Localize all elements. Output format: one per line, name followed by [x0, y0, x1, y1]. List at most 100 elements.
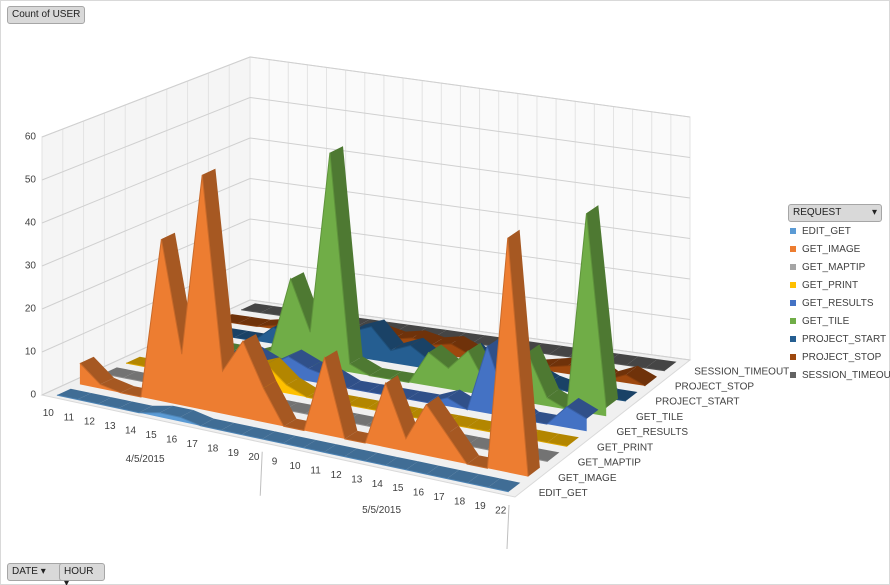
ribbon-top: [369, 368, 402, 379]
ribbon-top: [390, 337, 424, 351]
x-tick-label: 15: [392, 483, 404, 494]
ribbon-top: [348, 380, 381, 392]
series-line: [79, 174, 529, 477]
legend-entry: GET_RESULTS: [790, 294, 890, 312]
depth-label: GET_IMAGE: [558, 473, 617, 484]
ribbon-top: [139, 405, 173, 413]
ribbon-top: [286, 377, 320, 398]
legend-swatch: [790, 246, 796, 252]
x-tick-label: 11: [64, 412, 75, 423]
depth-label: GET_TILE: [636, 412, 684, 423]
ribbon-top: [446, 425, 479, 465]
depth-label: PROJECT_START: [655, 397, 739, 408]
legend-swatch: [790, 282, 796, 288]
x-tick-label: 18: [454, 497, 466, 508]
ribbon-top: [241, 303, 275, 313]
ribbon-top: [242, 334, 277, 388]
grid-line: [41, 218, 691, 310]
x-tick-label: 17: [187, 439, 199, 450]
ribbon-top: [645, 359, 677, 371]
x-tick-label: 19: [228, 448, 240, 459]
y-tick-label: 30: [25, 261, 37, 272]
legend-label: GET_TILE: [802, 315, 850, 327]
ribbon-top: [626, 356, 658, 368]
ribbon-top: [288, 349, 322, 369]
x-tick-label: 9: [272, 457, 278, 468]
ribbon-top: [431, 336, 464, 345]
legend-label: GET_RESULTS: [802, 297, 874, 309]
y-tick-label: 40: [25, 218, 37, 229]
depth-label: GET_PRINT: [597, 442, 653, 453]
ribbon-top: [349, 356, 383, 376]
x-tick-label: 18: [207, 443, 219, 454]
value-field-button[interactable]: Count of USER: [7, 6, 86, 24]
x-tick-label: 14: [125, 426, 137, 437]
y-tick-label: 60: [25, 132, 37, 143]
ribbon-top: [428, 344, 461, 369]
ribbon-top: [607, 353, 639, 366]
group-label: 4/5/2015: [126, 454, 165, 465]
grid-line: [41, 96, 691, 181]
x-tick-label: 13: [104, 421, 116, 432]
y-tick-label: 10: [25, 347, 37, 358]
legend-entry: EDIT_GET: [790, 222, 890, 240]
grid-line: [41, 177, 691, 267]
ribbon-top: [406, 461, 439, 475]
ribbon-top: [234, 330, 268, 341]
axis-field-button[interactable]: DATE ▾: [7, 563, 65, 581]
legend-entry: PROJECT_STOP: [790, 348, 890, 366]
x-tick-label: 11: [310, 466, 321, 477]
x-tick-label: 16: [413, 488, 425, 499]
legend-label: EDIT_GET: [802, 225, 851, 237]
ribbon-top: [412, 330, 445, 345]
depth-label: GET_RESULTS: [617, 427, 689, 438]
legend-swatch: [790, 372, 796, 378]
x-tick-label: 22: [495, 505, 507, 516]
depth-label: SESSION_TIMEOUT: [694, 366, 789, 377]
ribbon-face: [79, 174, 529, 477]
x-tick-label: 14: [372, 479, 384, 490]
legend-swatch: [790, 336, 796, 342]
ribbon-top: [426, 396, 459, 435]
legend-entry: GET_IMAGE: [790, 240, 890, 258]
legend-swatch: [790, 264, 796, 270]
ribbon-face: [56, 395, 509, 492]
depth-label: PROJECT_STOP: [675, 381, 755, 392]
legend-label: SESSION_TIMEOUT: [802, 369, 890, 381]
grid-line: [41, 258, 691, 353]
ribbon-top: [237, 316, 271, 327]
grid-line: [41, 299, 691, 396]
x-tick-label: 15: [146, 430, 158, 441]
y-tick-label: 20: [25, 304, 37, 315]
ribbon-top: [527, 344, 559, 398]
ribbon-top: [507, 229, 540, 477]
x-tick-label: 12: [84, 417, 96, 428]
legend-swatch: [790, 228, 796, 234]
legend-label: PROJECT_START: [802, 333, 887, 345]
x-tick-label: 10: [290, 461, 302, 472]
legend-entry: SESSION_TIMEOUT: [790, 366, 890, 384]
x-tick-label: 17: [433, 492, 445, 503]
ribbon-top: [407, 391, 440, 403]
axis-field-label: DATE: [12, 566, 38, 577]
legend-entry: PROJECT_START: [790, 330, 890, 348]
ribbon-top: [324, 350, 358, 439]
ribbon-top: [329, 146, 363, 364]
group-divider: [259, 451, 263, 496]
ribbon-top: [385, 457, 419, 470]
axis-field-button[interactable]: HOUR ▾: [59, 563, 105, 585]
ribbon-top: [180, 410, 214, 426]
x-tick-label: 10: [43, 408, 55, 419]
x-tick-label: 20: [248, 452, 260, 463]
ribbon-top: [426, 465, 459, 479]
legend-label: GET_MAPTIP: [802, 261, 866, 273]
ribbon-top: [467, 474, 500, 488]
ribbon-top: [547, 433, 579, 447]
x-tick-label: 13: [351, 474, 363, 485]
ribbon-top: [346, 397, 380, 409]
legend-swatch: [790, 354, 796, 360]
legend-field-button[interactable]: REQUEST ▾: [788, 204, 882, 222]
depth-label: GET_MAPTIP: [578, 458, 642, 469]
